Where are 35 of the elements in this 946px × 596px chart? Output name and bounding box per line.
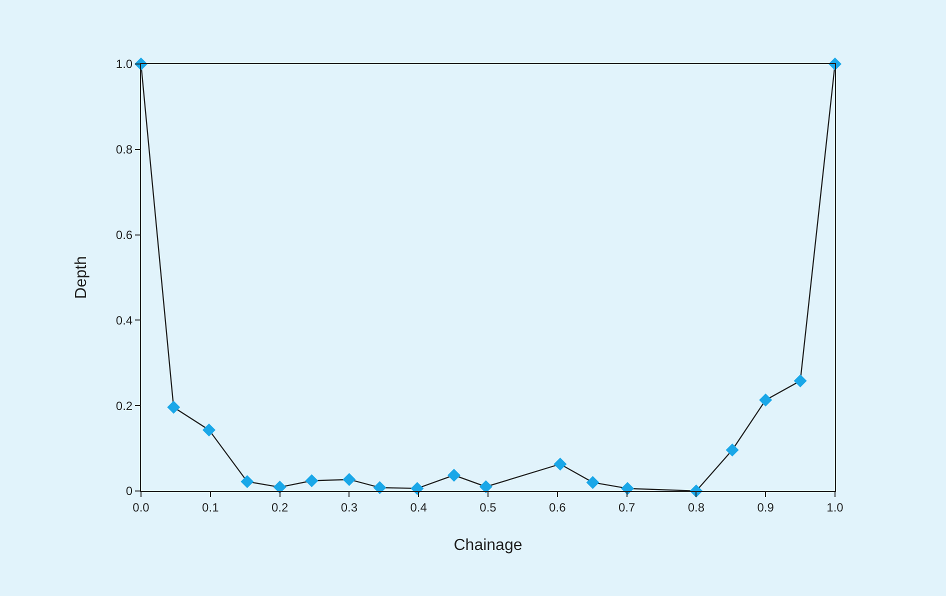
point xyxy=(479,480,492,494)
point xyxy=(620,482,634,495)
point xyxy=(586,476,600,489)
x-tick-label: 0.0 xyxy=(132,500,150,514)
x-tick-label: 0.8 xyxy=(688,500,705,514)
point xyxy=(726,444,739,457)
x-tick-label: 0.1 xyxy=(202,500,220,514)
x-tick-label: 0.3 xyxy=(340,500,358,514)
point xyxy=(273,480,286,494)
point xyxy=(410,482,424,495)
y-tick-label: 0.2 xyxy=(116,398,133,413)
point xyxy=(759,394,772,407)
point xyxy=(794,374,807,388)
point xyxy=(202,423,216,436)
x-tick-label: 0.7 xyxy=(618,500,636,514)
y-tick-label: 0 xyxy=(126,484,133,498)
point xyxy=(373,481,386,494)
x-tick-label: 0.6 xyxy=(549,500,566,514)
point xyxy=(240,475,254,488)
x-tick-label: 0.5 xyxy=(480,500,497,514)
point xyxy=(447,468,460,482)
point xyxy=(342,472,356,486)
y-tick-label: 1.0 xyxy=(116,57,133,72)
x-tick-label: 0.2 xyxy=(271,500,288,514)
y-axis-title: Depth xyxy=(72,256,90,299)
y-tick-label: 0.4 xyxy=(116,313,133,328)
x-tick-label: 0.4 xyxy=(410,500,428,514)
point xyxy=(305,474,318,488)
point xyxy=(554,458,567,471)
x-axis-title: Chainage xyxy=(454,537,522,554)
y-tick-label: 0.6 xyxy=(116,228,133,242)
y-tick-label: 0.8 xyxy=(116,142,133,157)
point xyxy=(167,400,180,414)
x-tick-label: 1.0 xyxy=(826,500,844,514)
x-tick-label: 0.9 xyxy=(757,500,774,514)
